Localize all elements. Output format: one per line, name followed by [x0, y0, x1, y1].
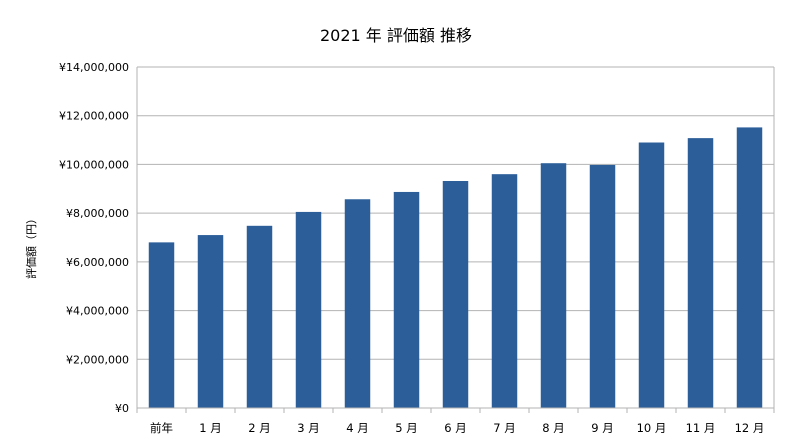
x-tick-label: 9 月 [591, 421, 613, 435]
x-tick-label: 2 月 [248, 421, 270, 435]
x-tick-label: 6 月 [444, 421, 466, 435]
y-tick-label: ¥6,000,000 [66, 256, 129, 269]
bar [344, 199, 371, 408]
axes [136, 67, 775, 413]
bar [393, 191, 420, 408]
bar [736, 127, 763, 409]
bar [246, 225, 273, 408]
bar [540, 163, 567, 408]
y-tick-label: ¥2,000,000 [66, 353, 129, 366]
x-tick-label: 5 月 [395, 421, 417, 435]
y-tick-label: ¥8,000,000 [66, 207, 129, 220]
x-tick-label: 1 月 [199, 421, 221, 435]
x-tick-label: 4 月 [346, 421, 368, 435]
x-tick-label: 10 月 [637, 421, 667, 435]
y-axis-label: 評価額（円） [24, 213, 38, 279]
y-tick-label: ¥4,000,000 [66, 305, 129, 318]
bar [638, 142, 665, 408]
x-tick-label: 12 月 [735, 421, 765, 435]
x-tick-label: 7 月 [493, 421, 515, 435]
bar [687, 138, 714, 408]
bars [148, 127, 763, 409]
bar [589, 164, 616, 408]
y-tick-label: ¥14,000,000 [59, 61, 129, 74]
y-tick-label: ¥10,000,000 [59, 158, 129, 171]
y-tick-labels: ¥0 ¥2,000,000 ¥4,000,000 ¥6,000,000 ¥8,000,0… [59, 61, 129, 415]
chart-title: 2021 年 評価額 推移 [320, 26, 472, 45]
x-tick-labels: 前年 1 月 2 月 3 月 4 月 5 月 6 月 7 月 8 月 9 月 10 月 11 月 12 … [150, 421, 764, 435]
x-tick-label: 11 月 [686, 421, 716, 435]
bar [442, 180, 469, 408]
x-tick-label: 前年 [150, 421, 173, 435]
y-tick-label: ¥12,000,000 [59, 110, 129, 123]
bar [491, 174, 518, 408]
x-tick-label: 3 月 [297, 421, 319, 435]
y-tick-label: ¥0 [115, 402, 129, 415]
bar [148, 242, 175, 408]
x-tick-label: 8 月 [542, 421, 564, 435]
bar [295, 211, 322, 408]
bar [197, 235, 224, 408]
